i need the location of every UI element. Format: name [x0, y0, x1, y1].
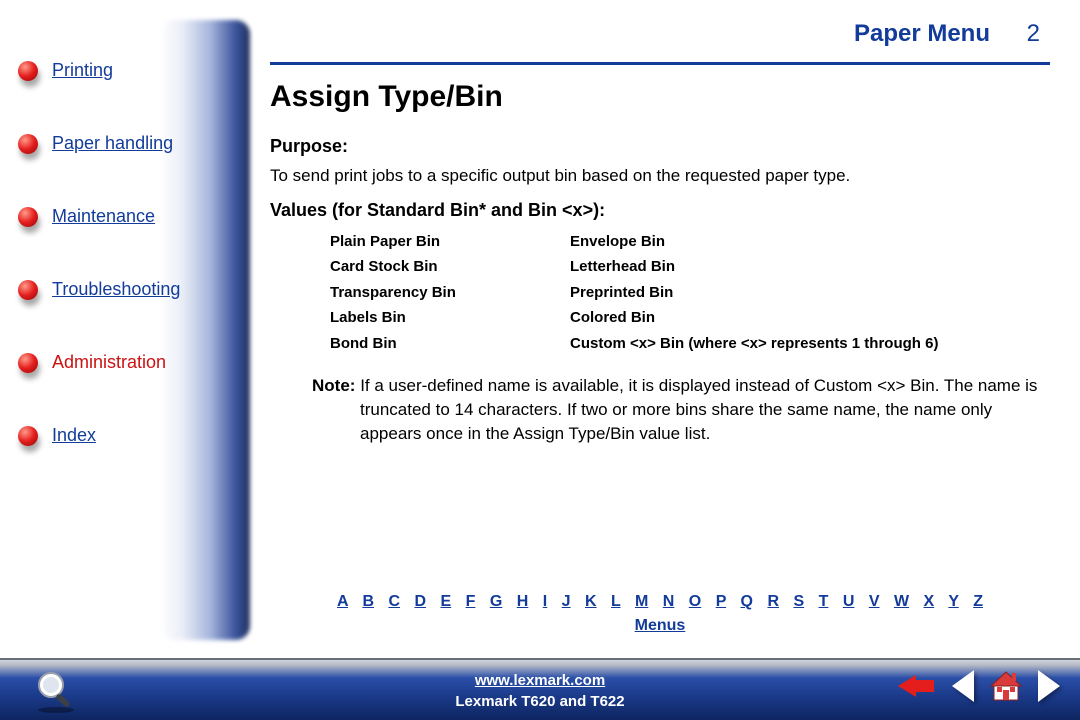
alpha-index: A B C D E F G H I J K L M N O P Q R S T … — [270, 593, 1050, 635]
alpha-letter-p[interactable]: P — [716, 593, 726, 610]
footer-url-link[interactable]: www.lexmark.com — [475, 672, 605, 689]
sidebar-item-label: Troubleshooting — [52, 279, 180, 300]
next-page-button[interactable] — [1038, 670, 1060, 702]
alpha-letter-g[interactable]: G — [490, 593, 502, 610]
bullet-icon — [18, 61, 38, 81]
alpha-letter-b[interactable]: B — [362, 593, 374, 610]
alpha-letter-n[interactable]: N — [663, 593, 675, 610]
footer-product: Lexmark T620 and T622 — [455, 693, 624, 710]
home-button[interactable] — [988, 668, 1024, 704]
values-cell: Custom <x> Bin (where <x> represents 1 t… — [570, 331, 1050, 357]
header-page-number: 2 — [1027, 20, 1040, 48]
alpha-letter-j[interactable]: J — [562, 593, 571, 610]
note-block: Note: If a user-defined name is availabl… — [360, 374, 1050, 445]
note-text: If a user-defined name is available, it … — [360, 376, 1037, 443]
sidebar-item-administration[interactable]: Administration — [18, 352, 218, 373]
sidebar-item-label: Administration — [52, 352, 166, 373]
sidebar-item-paper-handling[interactable]: Paper handling — [18, 133, 218, 154]
page-title: Assign Type/Bin — [270, 80, 1050, 114]
alpha-letter-t[interactable]: T — [819, 593, 829, 610]
alpha-letter-v[interactable]: V — [869, 593, 880, 610]
alpha-letter-h[interactable]: H — [517, 593, 529, 610]
values-row: Transparency Bin Preprinted Bin — [330, 280, 1050, 306]
alpha-letter-d[interactable]: D — [414, 593, 426, 610]
sidebar-item-label: Printing — [52, 60, 113, 81]
values-heading: Values (for Standard Bin* and Bin <x>): — [270, 200, 1050, 221]
prev-page-button[interactable] — [952, 670, 974, 702]
sidebar-nav: Printing Paper handling Maintenance Trou… — [18, 60, 218, 498]
sidebar: Printing Paper handling Maintenance Trou… — [0, 40, 230, 620]
footer-bar: www.lexmark.com Lexmark T620 and T622 — [0, 658, 1080, 720]
bullet-icon — [18, 353, 38, 373]
alpha-letter-i[interactable]: I — [543, 593, 547, 610]
bullet-icon — [18, 426, 38, 446]
bullet-icon — [18, 134, 38, 154]
alpha-letter-a[interactable]: A — [337, 593, 348, 610]
alpha-letter-r[interactable]: R — [767, 593, 779, 610]
sidebar-item-label: Index — [52, 425, 96, 446]
values-cell: Labels Bin — [330, 305, 570, 331]
alpha-letter-y[interactable]: Y — [948, 593, 958, 610]
values-row: Labels Bin Colored Bin — [330, 305, 1050, 331]
alpha-letter-f[interactable]: F — [466, 593, 476, 610]
back-button[interactable] — [898, 671, 938, 701]
page-header: Paper Menu 2 — [270, 20, 1050, 65]
values-cell: Letterhead Bin — [570, 254, 1050, 280]
values-row: Plain Paper Bin Envelope Bin — [330, 229, 1050, 255]
alpha-letter-w[interactable]: W — [894, 593, 909, 610]
values-cell: Card Stock Bin — [330, 254, 570, 280]
note-label: Note: — [312, 376, 355, 395]
values-cell: Preprinted Bin — [570, 280, 1050, 306]
values-grid: Plain Paper Bin Envelope Bin Card Stock … — [330, 229, 1050, 357]
alpha-letter-l[interactable]: L — [611, 593, 620, 610]
values-cell: Envelope Bin — [570, 229, 1050, 255]
alpha-letter-e[interactable]: E — [440, 593, 451, 610]
sidebar-item-troubleshooting[interactable]: Troubleshooting — [18, 279, 218, 300]
main-content: Assign Type/Bin Purpose: To send print j… — [270, 80, 1050, 446]
header-spacer: Paper Menu 2 — [270, 20, 1050, 56]
alpha-letter-m[interactable]: M — [635, 593, 648, 610]
purpose-heading: Purpose: — [270, 136, 1050, 157]
values-row: Card Stock Bin Letterhead Bin — [330, 254, 1050, 280]
footer-nav — [898, 668, 1060, 704]
alpha-letter-z[interactable]: Z — [973, 593, 983, 610]
bullet-icon — [18, 207, 38, 227]
values-cell: Plain Paper Bin — [330, 229, 570, 255]
values-cell: Bond Bin — [330, 331, 570, 357]
menus-link[interactable]: Menus — [270, 617, 1050, 635]
sidebar-item-label: Maintenance — [52, 206, 155, 227]
sidebar-item-printing[interactable]: Printing — [18, 60, 218, 81]
sidebar-item-maintenance[interactable]: Maintenance — [18, 206, 218, 227]
alpha-letter-s[interactable]: S — [793, 593, 804, 610]
values-row: Bond Bin Custom <x> Bin (where <x> repre… — [330, 331, 1050, 357]
sidebar-item-index[interactable]: Index — [18, 425, 218, 446]
alpha-letter-o[interactable]: O — [689, 593, 701, 610]
header-title: Paper Menu — [854, 20, 990, 48]
alpha-letter-k[interactable]: K — [585, 593, 597, 610]
page-root: Paper Menu 2 Printing Paper handling Mai… — [0, 0, 1080, 720]
alpha-letter-u[interactable]: U — [843, 593, 855, 610]
alpha-row: A B C D E F G H I J K L M N O P Q R S T … — [270, 593, 1050, 611]
alpha-letter-x[interactable]: X — [924, 593, 935, 610]
bullet-icon — [18, 280, 38, 300]
purpose-text: To send print jobs to a specific output … — [270, 165, 1050, 188]
header-rule — [270, 62, 1050, 65]
sidebar-item-label: Paper handling — [52, 133, 173, 154]
alpha-letter-q[interactable]: Q — [741, 593, 753, 610]
values-cell: Transparency Bin — [330, 280, 570, 306]
alpha-letter-c[interactable]: C — [388, 593, 400, 610]
values-cell: Colored Bin — [570, 305, 1050, 331]
